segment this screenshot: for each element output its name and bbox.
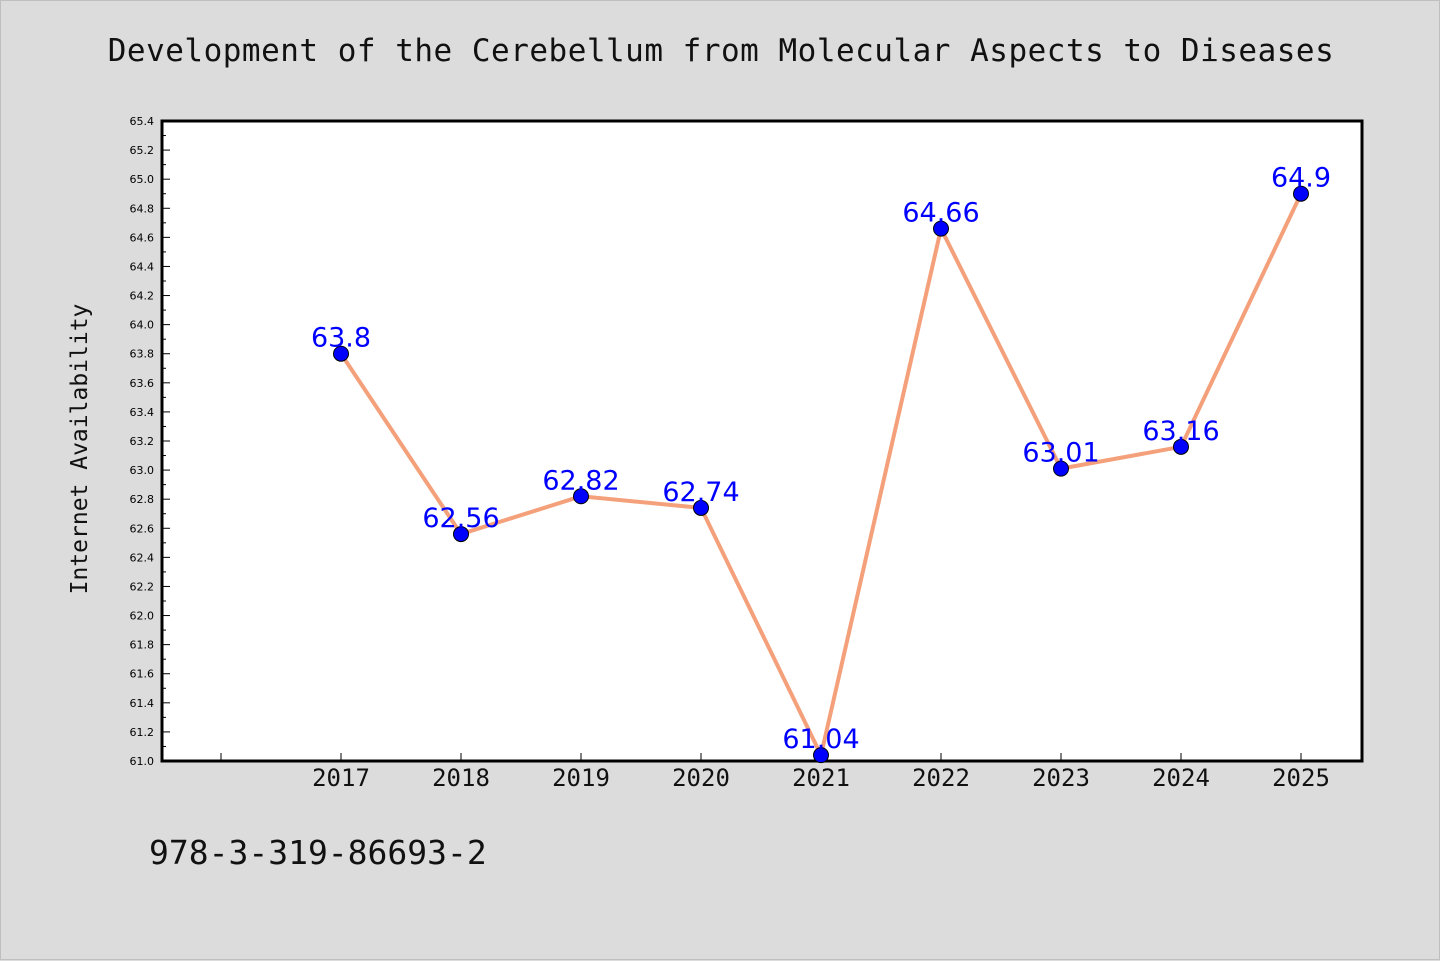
y-tick-label: 62.4	[130, 551, 155, 564]
data-point-marker	[813, 747, 829, 764]
data-point-marker	[453, 526, 469, 543]
y-tick-label: 64.2	[130, 290, 155, 303]
data-point-marker	[1173, 438, 1189, 455]
y-tick-label: 61.8	[130, 639, 155, 652]
y-tick-label: 63.0	[130, 464, 155, 477]
data-label: 62.74	[662, 477, 739, 508]
x-axis: 2017 2018 2019 2020 2021 2022 2023 2024 2025	[220, 753, 1330, 792]
y-tick-label: 61.6	[130, 668, 155, 681]
y-tick-label: 63.8	[130, 348, 155, 361]
y-tick-label: 63.2	[130, 435, 155, 448]
data-label: 64.9	[1271, 163, 1331, 194]
y-tick-label: 62.2	[130, 580, 155, 593]
data-label: 62.82	[542, 465, 619, 496]
x-tick-label: 2025	[1272, 764, 1330, 792]
data-label: 63.8	[311, 323, 371, 354]
data-point-marker	[573, 488, 589, 505]
series-group: 63.8 62.56 62.82 62.74 61.04 64.66 63.01 63.16 6…	[311, 163, 1331, 764]
x-tick-label: 2023	[1032, 764, 1090, 792]
y-tick-label: 65.0	[130, 173, 155, 186]
data-label: 64.66	[902, 198, 979, 229]
x-tick-label: 2022	[912, 764, 970, 792]
x-tick-label: 2020	[672, 764, 730, 792]
data-label: 63.16	[1142, 416, 1219, 447]
x-tick-label: 2019	[552, 764, 610, 792]
y-tick-label: 63.6	[130, 377, 155, 390]
y-tick-label: 64.6	[130, 231, 155, 244]
x-tick-label: 2024	[1152, 764, 1210, 792]
plot-area	[160, 119, 1364, 763]
y-tick-label: 62.0	[130, 610, 155, 623]
data-point-marker	[333, 345, 349, 362]
y-tick-label: 64.8	[130, 202, 155, 215]
isbn-label: 978-3-319-86693-2	[149, 833, 487, 872]
y-tick-label: 65.4	[130, 115, 155, 128]
y-axis: 61.0 61.2 61.4 61.6 61.8 62.0 62.2 62.4 62.6 62.8…	[130, 115, 170, 768]
y-tick-label: 62.8	[130, 493, 155, 506]
y-tick-label: 63.4	[130, 406, 155, 419]
data-label: 62.56	[422, 503, 499, 534]
chart-title: Development of the Cerebellum from Molec…	[107, 33, 1335, 69]
data-label: 61.04	[782, 724, 859, 755]
y-tick-label: 61.2	[130, 726, 155, 739]
x-tick-label: 2017	[312, 764, 370, 792]
data-point-marker	[693, 499, 709, 516]
data-point-marker	[1053, 460, 1069, 477]
y-tick-label: 65.2	[130, 144, 155, 157]
data-point-marker	[933, 220, 949, 237]
y-tick-label: 61.0	[130, 755, 155, 768]
y-tick-label: 64.0	[130, 319, 155, 332]
y-tick-label: 61.4	[130, 697, 155, 710]
y-tick-label: 64.4	[130, 260, 155, 273]
y-axis-label: Internet Availability	[67, 304, 93, 595]
data-point-marker	[1293, 185, 1309, 202]
x-tick-label: 2021	[792, 764, 850, 792]
y-tick-label: 62.6	[130, 522, 155, 535]
x-tick-label: 2018	[432, 764, 490, 792]
data-label: 63.01	[1022, 438, 1099, 469]
